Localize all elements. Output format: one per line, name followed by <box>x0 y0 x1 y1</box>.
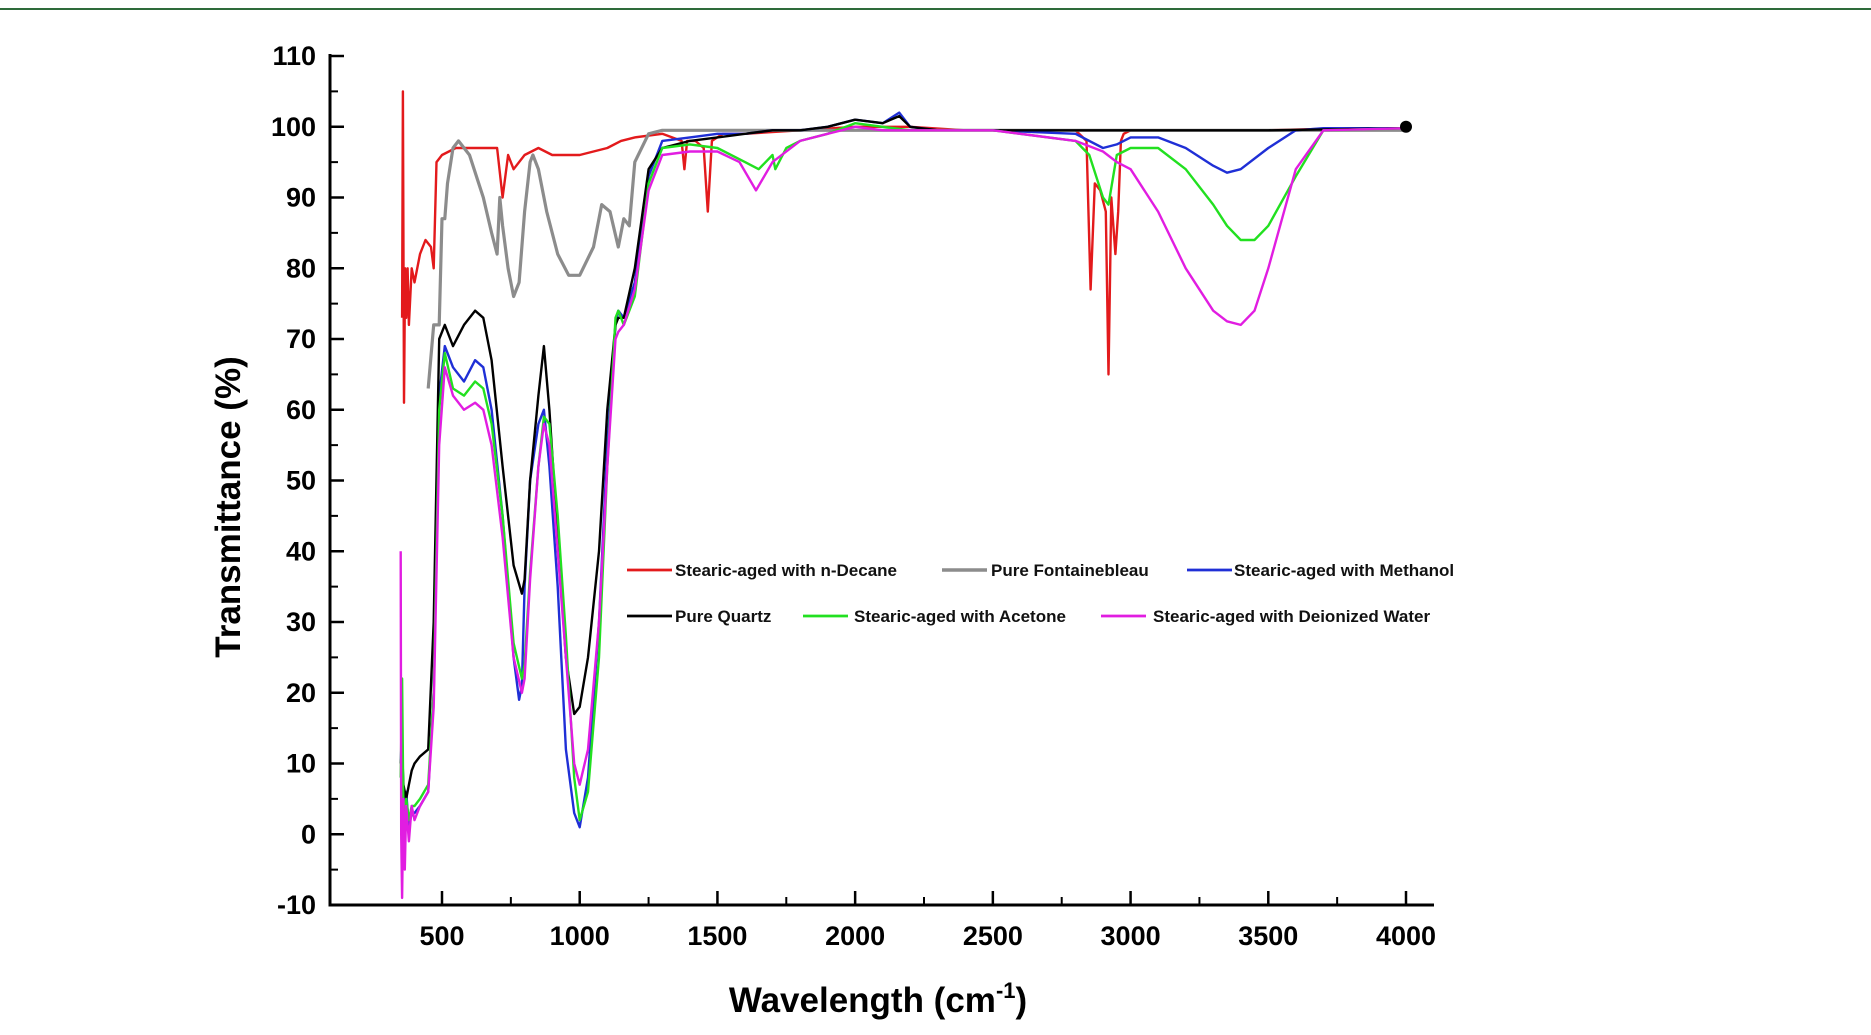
series-line-5 <box>399 125 1407 900</box>
y-tick-label: 30 <box>286 607 316 637</box>
x-tick-label: 1000 <box>550 921 610 951</box>
x-axis-title-superscript: -1 <box>996 978 1016 1003</box>
x-tick-label: 3500 <box>1238 921 1298 951</box>
y-axis-title: Transmittance (%) <box>209 356 248 657</box>
legend: Stearic-aged with n-Decane Pure Fontaineb… <box>627 561 1454 626</box>
x-tick-label: 500 <box>419 921 464 951</box>
x-tick-label: 2500 <box>963 921 1023 951</box>
legend-label-0: Stearic-aged with n-Decane <box>675 561 897 580</box>
x-tick-label: 3000 <box>1101 921 1161 951</box>
y-tick-label: 90 <box>286 183 316 213</box>
series-line-1 <box>426 128 1406 389</box>
y-tick-label: -10 <box>277 890 316 920</box>
series-line-4 <box>399 122 1407 822</box>
legend-label-2: Stearic-aged with Methanol <box>1234 561 1454 580</box>
y-tick-label: 70 <box>286 324 316 354</box>
x-tick-label: 4000 <box>1376 921 1436 951</box>
axes: -10 0 10 20 30 40 50 60 70 80 90 100 110 500 1000 1500 2… <box>271 41 1436 951</box>
x-tick-label: 2000 <box>825 921 885 951</box>
top-border <box>0 8 1871 10</box>
y-tick-label: 40 <box>286 536 316 566</box>
legend-label-3: Pure Quartz <box>675 607 771 626</box>
y-tick-label: 10 <box>286 749 316 779</box>
x-axis-title-close: ) <box>1016 981 1028 1020</box>
end-marker <box>1400 120 1412 133</box>
y-tick-label: 100 <box>271 112 316 142</box>
plot-lines <box>399 90 1412 900</box>
y-tick-label: 60 <box>286 395 316 425</box>
y-tick-label: 80 <box>286 253 316 283</box>
y-tick-label: 110 <box>272 41 316 71</box>
y-tick-label: 20 <box>286 678 316 708</box>
legend-label-1: Pure Fontainebleau <box>991 561 1149 580</box>
legend-label-4: Stearic-aged with Acetone <box>854 607 1066 626</box>
x-tick-label: 1500 <box>687 921 747 951</box>
y-tick-label: 50 <box>286 466 316 496</box>
legend-label-5: Stearic-aged with Deionized Water <box>1153 607 1430 626</box>
y-tick-label: 0 <box>301 819 316 849</box>
series-line-0 <box>400 90 1406 404</box>
series-line-3 <box>399 114 1407 801</box>
x-axis-title: Wavelength (cm-1) <box>729 978 1027 1020</box>
